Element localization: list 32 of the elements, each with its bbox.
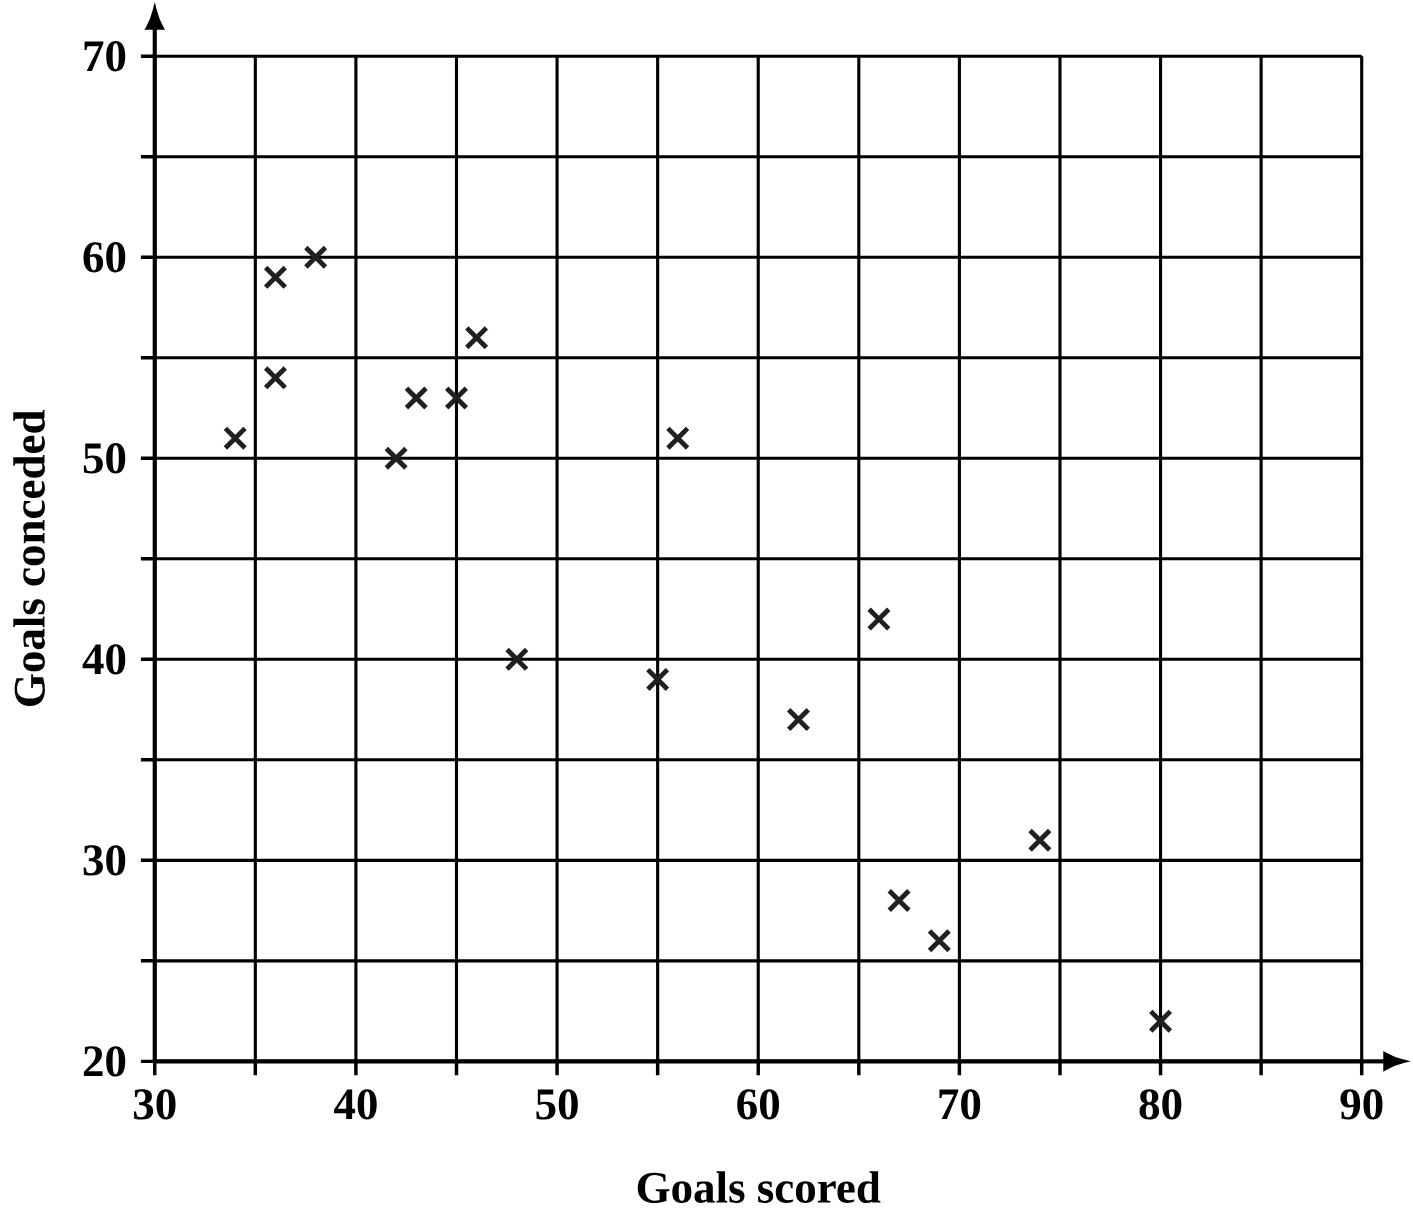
point [866,606,892,632]
x-axis-title: Goals scored [637,1171,881,1203]
x-tick-label: 60 [737,1089,780,1120]
y-tick-label: 40 [82,644,126,675]
point [504,646,530,672]
y-axis-title: Goals conceded [13,409,45,706]
point [1027,827,1053,853]
point [665,425,690,451]
y-tick-label: 30 [83,845,126,876]
point [444,385,469,411]
y-tick-label: 70 [84,40,126,72]
point [404,385,429,411]
y-tick-label: 20 [83,1046,126,1077]
point [263,365,288,390]
y-tick-label: 60 [83,241,126,273]
x-tick-label: 50 [536,1089,578,1120]
point [645,667,670,692]
point [223,425,248,451]
point [303,244,328,270]
y-tick-label: 50 [83,442,126,474]
x-tick-label: 90 [1340,1089,1383,1120]
x-tick-label: 40 [334,1089,377,1120]
point [383,445,409,471]
x-tick-label: 70 [939,1089,981,1120]
x-tick-label: 80 [1139,1089,1182,1120]
x-tick-label: 30 [133,1089,176,1120]
point [263,265,288,290]
point [927,928,952,953]
point [886,888,912,913]
point [464,325,489,350]
point [1148,1008,1173,1034]
point [786,707,811,732]
